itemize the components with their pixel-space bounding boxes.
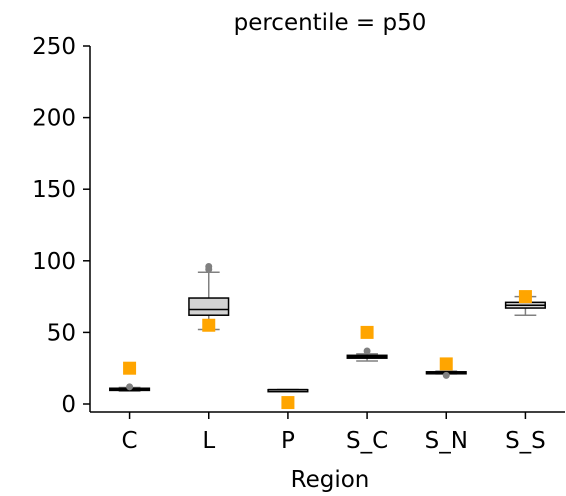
y-tick-label: 50 — [47, 320, 76, 346]
box — [188, 297, 230, 316]
y-tick-label: 150 — [32, 177, 76, 203]
marker-square — [439, 357, 453, 371]
marker-square — [360, 325, 374, 339]
x-tick-label: S_S — [505, 428, 546, 454]
y-tick-label: 250 — [32, 34, 76, 60]
y-tick-label: 0 — [61, 392, 76, 418]
flier-point — [442, 371, 450, 379]
chart-title: percentile = p50 — [234, 10, 427, 36]
flier-point — [126, 383, 134, 391]
marker-square — [123, 361, 137, 375]
x-tick-label: P — [281, 428, 295, 454]
flier-point — [205, 263, 213, 271]
y-tick-label: 100 — [32, 249, 76, 275]
marker-square — [518, 290, 532, 304]
marker-square — [202, 318, 216, 332]
x-tick-label: L — [202, 428, 215, 454]
marker-square — [281, 396, 295, 410]
plot-area: 0 50 100 150 200 250 C L P S_C S_N S_S — [32, 34, 565, 454]
x-tick-label: S_N — [425, 428, 468, 454]
flier-point — [363, 347, 371, 355]
y-tick-label: 200 — [32, 106, 76, 132]
x-tick-label: C — [122, 428, 138, 454]
x-axis-label: Region — [291, 467, 370, 493]
x-tick-label: S_C — [346, 428, 388, 454]
